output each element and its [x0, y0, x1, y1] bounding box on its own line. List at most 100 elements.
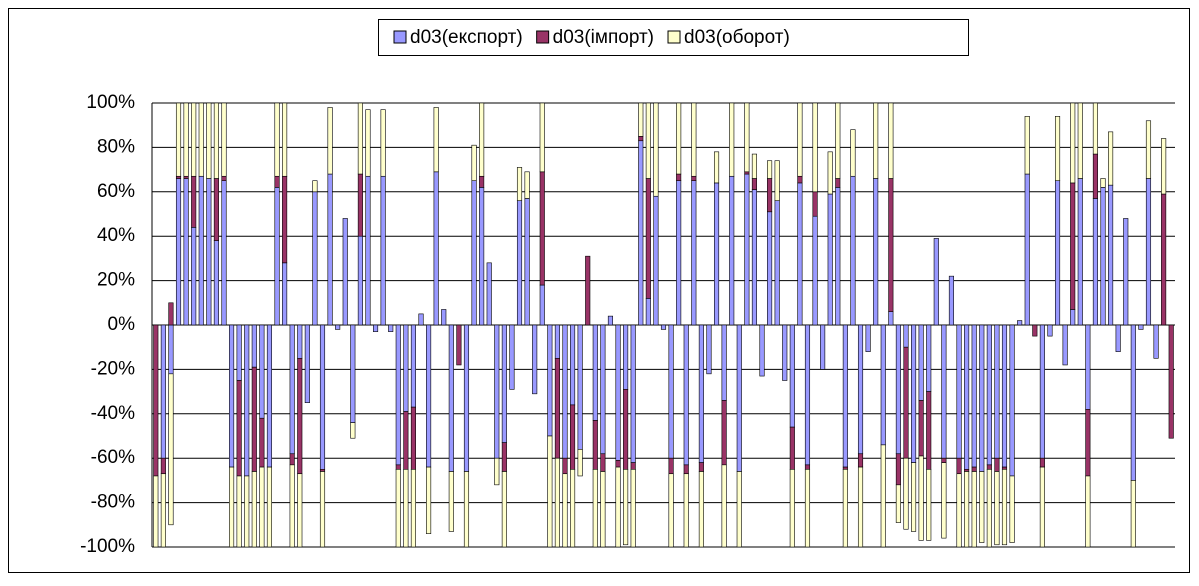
bar-segment [289, 453, 295, 466]
bar-segment [1032, 324, 1038, 337]
bar-segment [1047, 324, 1053, 337]
bar-segment [683, 473, 689, 548]
bar-segment [418, 313, 424, 326]
bar-segment [600, 324, 606, 455]
bar-segment [547, 435, 553, 548]
bar-segment [751, 178, 757, 190]
legend-label: d03(оборот) [684, 27, 790, 48]
bar-segment [903, 324, 909, 348]
bar-segment [1130, 480, 1136, 548]
bar-segment [395, 324, 401, 466]
bar-segment [410, 406, 416, 470]
y-tick-label: 100% [86, 92, 135, 113]
bar-segment [691, 180, 697, 326]
bar-segment [516, 200, 523, 326]
bar-segment [539, 284, 545, 326]
bar-segment [1092, 153, 1098, 199]
bar-segment [994, 457, 1000, 472]
bar-segment [668, 457, 674, 475]
bar-segment [221, 102, 227, 177]
bar-segment [463, 471, 470, 548]
bar-segment [691, 102, 697, 177]
y-tick-label: 80% [97, 136, 135, 157]
bar-segment [372, 324, 379, 332]
bar-segment [463, 324, 470, 472]
bar-segment [168, 373, 174, 526]
bar-segment [433, 107, 439, 173]
bar-segment [1153, 324, 1159, 359]
bar-segment [244, 324, 250, 477]
bar-segment [698, 471, 704, 548]
bar-segment [615, 460, 621, 468]
bar-segment [213, 102, 219, 179]
bar-segment [175, 178, 182, 326]
bar-segment [1115, 324, 1121, 352]
bar-segment [835, 102, 841, 179]
bar-segment [403, 411, 409, 470]
bar-segment [168, 302, 174, 326]
bar-segment [668, 324, 674, 459]
bar-segment [994, 471, 1000, 546]
bar-segment [494, 324, 500, 459]
bar-segment [903, 346, 909, 459]
bar-segment [562, 324, 568, 459]
bar-segment [615, 466, 621, 548]
bar-segment [509, 324, 515, 390]
bar-segment [229, 466, 235, 548]
bar-segment [645, 298, 651, 326]
bar-segment [501, 324, 507, 443]
bar-segment [213, 178, 219, 241]
bar-segment [744, 173, 750, 326]
bar-segment [501, 442, 507, 472]
bar-segment [797, 175, 803, 184]
bar-segment [1085, 475, 1091, 548]
bar-segment [994, 324, 1000, 459]
bar-segment [1092, 102, 1098, 155]
bar-segment [744, 171, 750, 175]
bar-segment [1039, 324, 1045, 459]
bar-segment [395, 464, 401, 470]
bar-segment [789, 426, 795, 470]
bar-segment [532, 324, 538, 395]
bar-segment [698, 462, 704, 472]
bar-segment [183, 175, 189, 179]
bar-segment [191, 175, 197, 228]
bar-segment [585, 255, 591, 326]
bar-segment [456, 324, 462, 366]
bar-segment [312, 180, 318, 193]
bar-segment [615, 324, 621, 461]
bar-segment [1130, 324, 1136, 481]
bar-segment [471, 180, 477, 326]
bar-segment [842, 468, 848, 548]
bar-segment [274, 187, 280, 326]
bar-segment [168, 324, 174, 375]
bar-segment [842, 466, 848, 470]
bar-segment [895, 453, 901, 486]
bar-segment [759, 324, 765, 377]
bar-segment [350, 422, 356, 439]
bar-segment [1001, 466, 1008, 470]
bar-segment [426, 324, 432, 468]
bar-segment [282, 262, 288, 326]
bar-segment [683, 324, 689, 466]
bar-segment [160, 473, 166, 548]
bar-segment [956, 457, 962, 475]
bar-segment [888, 178, 894, 312]
bar-segment [676, 102, 682, 175]
bar-segment [1100, 187, 1106, 326]
bar-segment [1138, 324, 1144, 330]
bar-segment [1009, 324, 1015, 477]
bar-segment [175, 102, 182, 177]
bar-segment [516, 167, 523, 201]
bar-segment [721, 464, 727, 548]
bar-segment [774, 160, 780, 201]
bar-segment [865, 324, 871, 352]
bar-segment [554, 324, 560, 359]
bar-segment [350, 324, 356, 423]
bar-segment [1054, 116, 1061, 181]
bar-segment [941, 324, 947, 459]
bar-segment [911, 324, 917, 463]
bar-segment [835, 178, 841, 188]
bar-segment [660, 324, 667, 330]
